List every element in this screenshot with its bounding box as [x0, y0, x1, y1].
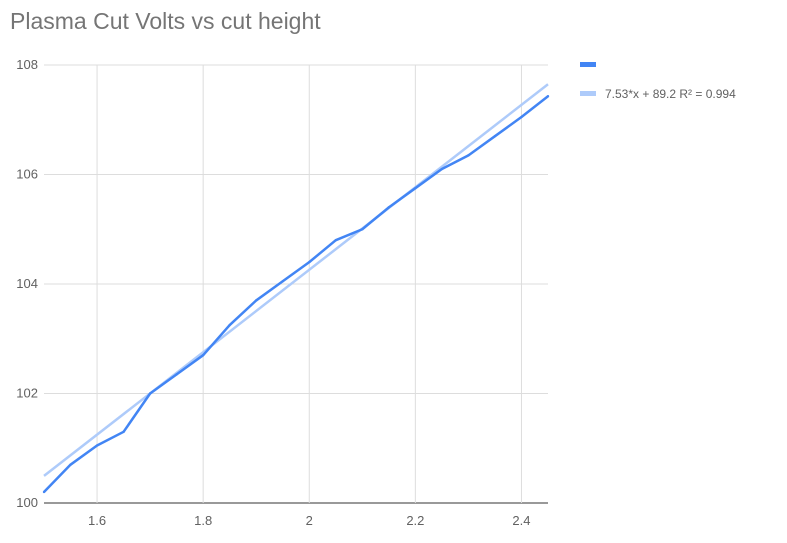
data-point [308, 260, 311, 264]
x-tick-label: 1.6 [88, 513, 106, 528]
y-tick-label: 100 [16, 495, 38, 510]
data-point [414, 186, 417, 190]
x-tick-label: 2 [306, 513, 313, 528]
legend-swatch-trendline [580, 91, 596, 96]
data-point [95, 444, 99, 447]
x-tick-label: 2.2 [406, 513, 424, 528]
y-tick-label: 106 [16, 167, 38, 182]
y-tick-label: 104 [16, 276, 38, 291]
data-point [122, 430, 125, 434]
data-point [334, 239, 337, 242]
series-line [43, 95, 549, 493]
data-point [467, 154, 470, 157]
data-point [520, 115, 523, 119]
data-point [387, 206, 391, 209]
chart-title: Plasma Cut Volts vs cut height [10, 8, 321, 34]
data-point [493, 134, 497, 138]
x-tick-label: 1.8 [194, 513, 212, 528]
data-point [281, 280, 284, 283]
data-point [361, 228, 364, 231]
data-point [42, 490, 46, 494]
y-tick-label: 102 [16, 386, 38, 401]
y-tick-label: 108 [16, 57, 38, 72]
data-point [440, 167, 444, 171]
trendline [43, 83, 549, 477]
data-point [255, 299, 258, 302]
legend-swatch-series [580, 62, 596, 67]
data-point [201, 353, 205, 357]
data-point [228, 323, 231, 327]
data-point [148, 392, 152, 395]
data-point [175, 373, 178, 376]
legend-trendline-label: 7.53*x + 89.2 R² = 0.994 [605, 87, 736, 101]
x-tick-label: 2.4 [512, 513, 530, 528]
data-point [546, 95, 550, 98]
data-point [69, 463, 72, 466]
